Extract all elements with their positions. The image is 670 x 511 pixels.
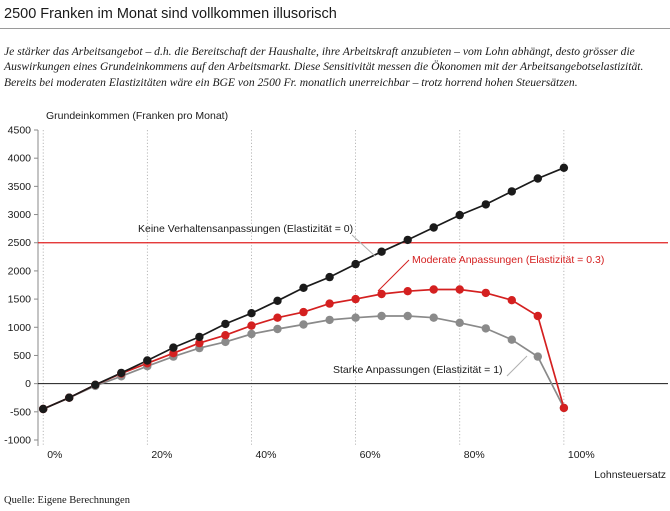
y-tick-label: 2000: [8, 265, 32, 277]
x-tick-label: 60%: [360, 449, 381, 461]
x-tick-label: 100%: [568, 449, 595, 461]
y-tick-label: 1000: [8, 322, 32, 334]
data-point-no-adjustment: [273, 296, 282, 305]
data-point-no-adjustment: [351, 259, 360, 269]
series-label-moderate: Moderate Anpassungen (Elastizität = 0.3): [412, 254, 604, 266]
data-point-moderate: [299, 307, 308, 317]
data-point-moderate: [507, 296, 516, 305]
chart-description: Je stärker das Arbeitsangebot – d.h. die…: [4, 45, 644, 89]
reference-leader-line: [351, 234, 376, 257]
series-line-moderate: [42, 288, 565, 410]
data-point-moderate: [325, 299, 334, 308]
data-point-strong: [247, 329, 256, 339]
data-point-strong: [455, 318, 464, 327]
data-point-no-adjustment: [429, 223, 438, 232]
data-point-no-adjustment: [65, 393, 74, 402]
data-point-no-adjustment: [195, 332, 204, 342]
data-point-strong: [273, 324, 282, 334]
data-point-moderate: [377, 289, 386, 299]
data-point-no-adjustment: [143, 356, 152, 365]
x-axis-title: Lohnsteuersatz: [594, 469, 666, 481]
chart-title: 2500 Franken im Monat sind vollkommen il…: [4, 6, 337, 22]
y-axis-title: Grundeinkommen (Franken pro Monat): [46, 110, 228, 122]
data-point-moderate: [455, 285, 464, 294]
data-point-no-adjustment: [403, 235, 412, 245]
source-note: Quelle: Eigene Berechnungen: [4, 495, 130, 506]
data-point-moderate: [273, 313, 282, 322]
data-point-moderate: [533, 311, 542, 321]
data-point-no-adjustment: [507, 187, 516, 196]
data-point-no-adjustment: [533, 174, 542, 183]
data-point-strong: [299, 320, 308, 329]
series-label-strong: Starke Anpassungen (Elastizität = 1): [333, 364, 503, 376]
x-tick-label: 80%: [464, 449, 485, 461]
data-point-moderate: [559, 403, 569, 413]
y-tick-label: 500: [13, 350, 31, 362]
title-divider: [0, 28, 670, 29]
data-point-no-adjustment: [39, 404, 48, 414]
data-point-strong: [221, 337, 230, 347]
data-point-no-adjustment: [247, 309, 256, 318]
y-tick-label: 1500: [8, 294, 32, 306]
x-tick-label: 20%: [151, 449, 172, 461]
data-point-no-adjustment: [299, 283, 308, 292]
data-point-no-adjustment: [455, 210, 464, 220]
y-tick-label: 4500: [8, 125, 32, 137]
y-tick-label: 3000: [8, 209, 32, 221]
x-tick-label: 0%: [47, 449, 62, 461]
data-point-no-adjustment: [91, 380, 100, 389]
x-tick-label: 40%: [255, 449, 276, 461]
y-tick-label: -1000: [4, 435, 31, 447]
data-point-no-adjustment: [117, 368, 126, 378]
strong-leader-line: [506, 355, 528, 377]
data-point-no-adjustment: [481, 200, 490, 209]
y-tick-label: 2500: [8, 237, 32, 249]
y-tick-label: 4000: [8, 153, 32, 165]
data-point-moderate: [221, 331, 230, 340]
data-point-no-adjustment: [559, 163, 569, 172]
line-chart: 0% 20% 40% 60% 80% 100% -1000 -500 0 500 1000 1500 2…: [4, 110, 668, 481]
data-point-no-adjustment: [377, 247, 386, 256]
y-tick-label: 0: [25, 378, 31, 390]
data-point-no-adjustment: [221, 319, 230, 329]
data-point-moderate: [429, 285, 438, 294]
data-point-moderate: [195, 338, 204, 348]
y-tick-label: 3500: [8, 181, 32, 193]
y-tick-label: -500: [10, 406, 31, 418]
reference-line-label: Keine Verhaltensanpassungen (Elastizität…: [138, 223, 353, 235]
data-point-strong: [351, 313, 360, 322]
data-point-moderate: [481, 288, 490, 298]
data-point-strong: [377, 311, 386, 321]
data-point-no-adjustment: [169, 343, 178, 352]
data-point-no-adjustment: [325, 272, 334, 282]
data-point-moderate: [247, 321, 256, 330]
data-point-strong: [403, 311, 412, 321]
data-point-strong: [429, 313, 438, 322]
data-point-strong: [481, 324, 490, 333]
moderate-leader-line: [377, 259, 410, 292]
data-point-strong: [325, 315, 334, 325]
data-point-strong: [533, 352, 542, 361]
data-point-strong: [507, 335, 516, 344]
data-point-moderate: [351, 294, 360, 304]
data-point-moderate: [403, 287, 412, 296]
